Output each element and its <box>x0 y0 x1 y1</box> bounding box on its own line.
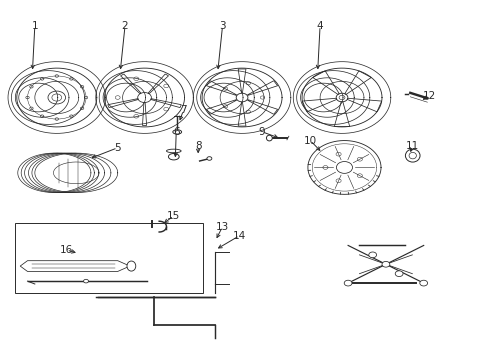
Ellipse shape <box>266 135 272 141</box>
Text: 14: 14 <box>232 231 246 240</box>
Circle shape <box>394 271 402 276</box>
Text: 3: 3 <box>219 21 225 31</box>
Text: 5: 5 <box>114 143 121 153</box>
Text: 1: 1 <box>31 21 38 31</box>
Circle shape <box>368 252 376 258</box>
Text: 6: 6 <box>173 127 179 136</box>
Ellipse shape <box>127 261 136 271</box>
Text: 4: 4 <box>316 21 323 31</box>
Ellipse shape <box>172 130 181 134</box>
Text: 8: 8 <box>194 141 201 151</box>
Ellipse shape <box>83 279 88 283</box>
Text: 12: 12 <box>422 91 435 101</box>
Text: 13: 13 <box>216 222 229 231</box>
Bar <box>15 223 203 293</box>
Text: 2: 2 <box>122 21 128 31</box>
Circle shape <box>419 280 427 286</box>
Text: 11: 11 <box>405 141 419 151</box>
Text: 15: 15 <box>167 211 180 221</box>
Ellipse shape <box>408 152 415 159</box>
Ellipse shape <box>168 153 179 160</box>
Circle shape <box>381 261 389 267</box>
Ellipse shape <box>166 149 181 153</box>
Text: 9: 9 <box>258 127 264 136</box>
Ellipse shape <box>206 157 211 160</box>
Text: 7: 7 <box>180 105 186 115</box>
Ellipse shape <box>405 149 419 162</box>
Text: 10: 10 <box>303 136 316 145</box>
Circle shape <box>344 280 351 286</box>
Text: 16: 16 <box>60 245 73 255</box>
